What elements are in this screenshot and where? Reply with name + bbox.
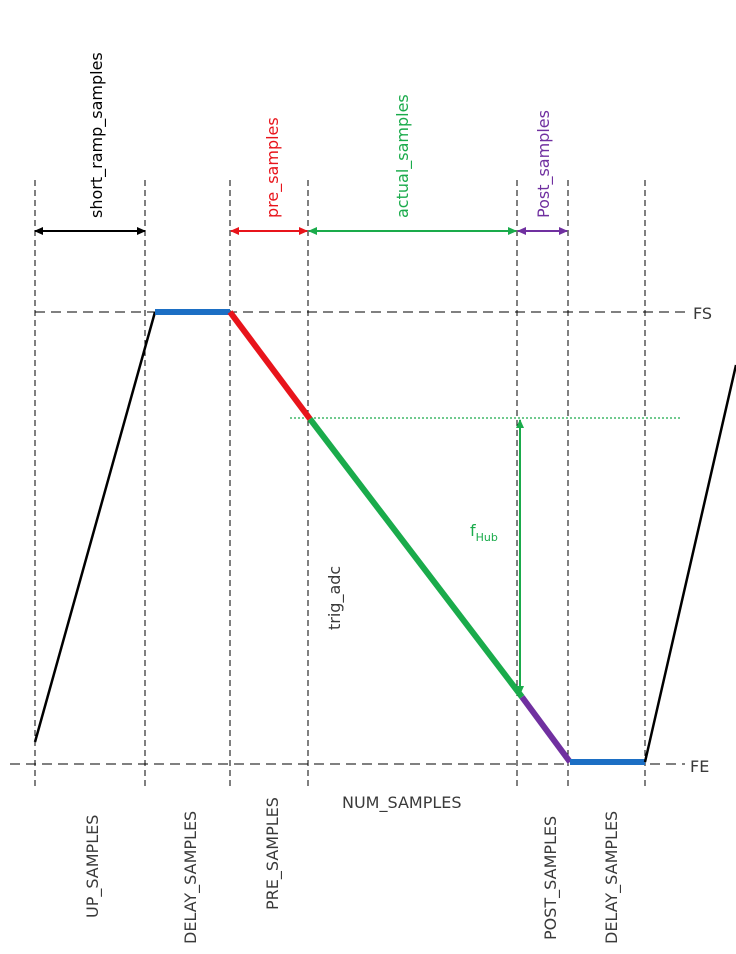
up-ramp <box>33 311 157 743</box>
fhub-label: fHub <box>470 521 498 544</box>
post-ramp <box>519 695 573 764</box>
actual-ramp <box>307 417 525 699</box>
pre-ramp <box>227 310 313 421</box>
num-samples-label: NUM_SAMPLES <box>342 793 462 813</box>
fs-label: FS <box>693 304 712 323</box>
next-up-ramp <box>643 364 736 763</box>
fhub-main: f <box>470 521 476 540</box>
up-samples-label: UP_SAMPLES <box>83 815 103 918</box>
actual-samples-label: actual_samples <box>393 94 413 218</box>
trig-adc-label: trig_adc <box>325 566 345 630</box>
delay-samples-label-2: DELAY_SAMPLES <box>602 811 622 944</box>
boundary-lines <box>34 180 646 790</box>
pre-samples-caption: PRE_SAMPLES <box>263 797 283 910</box>
short-ramp-label: short_ramp_samples <box>87 52 107 218</box>
post-samples-caption: POST_SAMPLES <box>541 816 561 940</box>
pre-samples-label: pre_samples <box>263 117 283 218</box>
fe-label: FE <box>690 757 709 776</box>
post-samples-label: Post_samples <box>534 110 554 218</box>
fhub-subscript: Hub <box>476 531 498 544</box>
delay-samples-label-1: DELAY_SAMPLES <box>181 811 201 944</box>
